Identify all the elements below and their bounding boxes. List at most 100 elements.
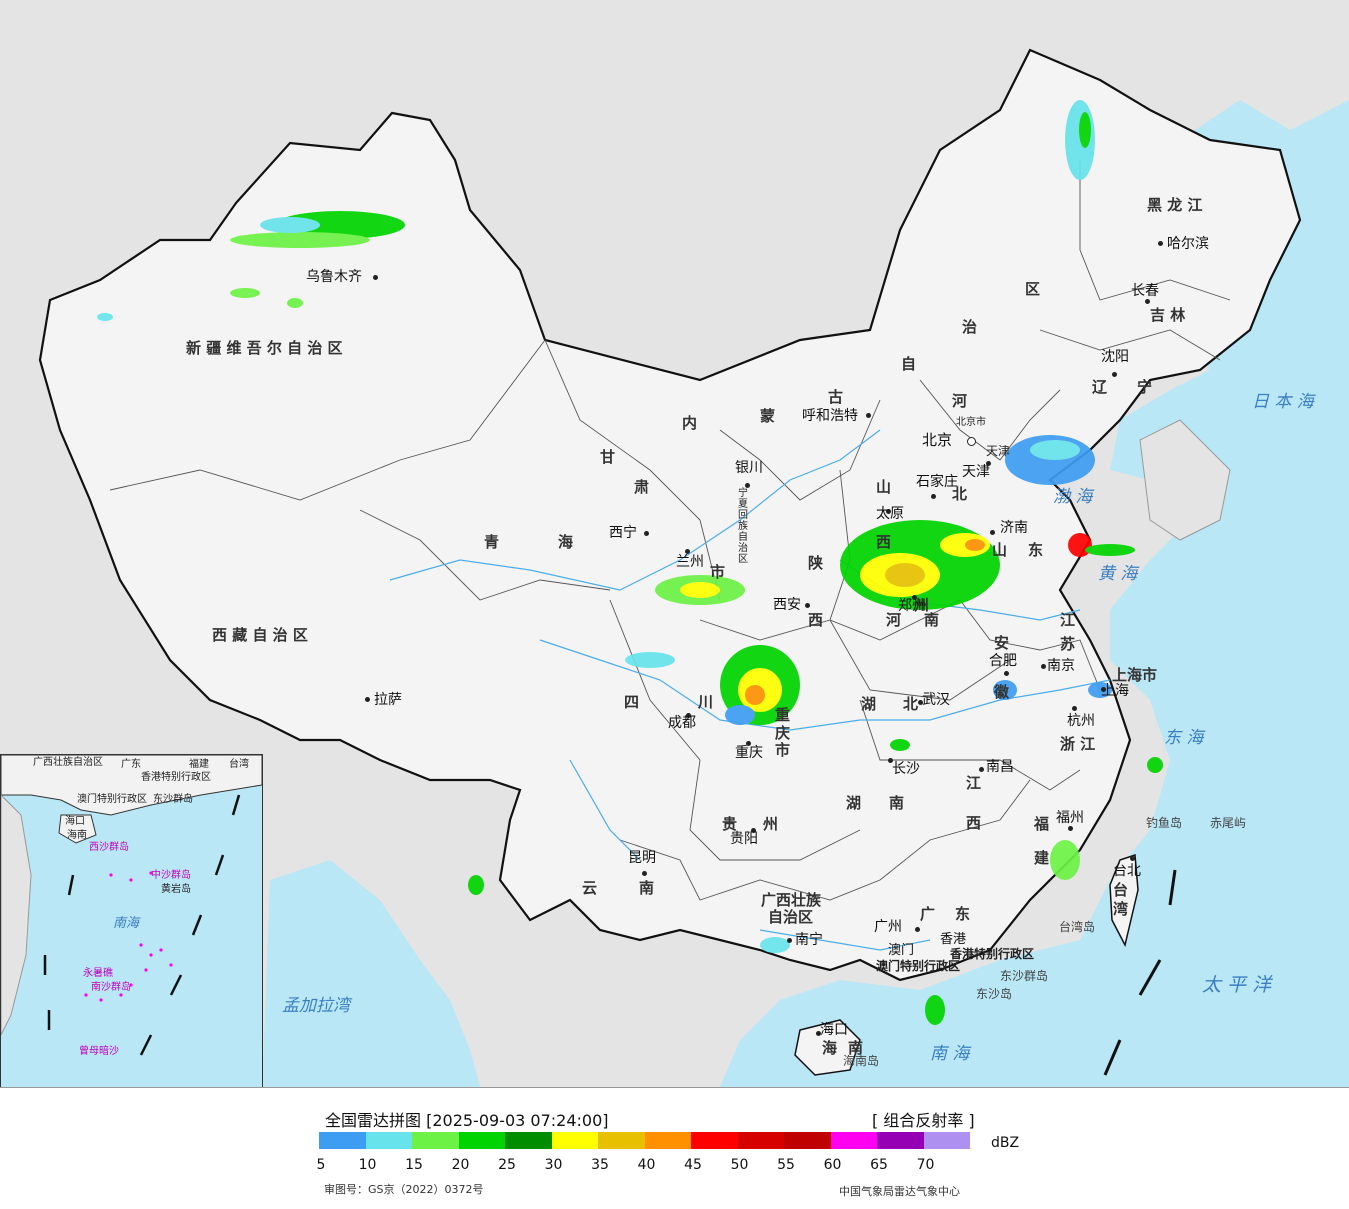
province-tianjin: 天津 [986,444,1011,458]
colorbar-tick-label: 55 [777,1157,795,1173]
city-changchun: 长春 [1131,283,1159,299]
province-guangxi-1: 广西壮族 [761,891,822,909]
city-dot [642,871,647,876]
city-dot [931,494,936,499]
city-chongqing: 重庆 [735,745,763,761]
colorbar-tick-label: 10 [358,1157,377,1173]
inset-taiwan: 台湾 [229,759,249,770]
province-hunan-2: 南 [889,794,905,812]
inset-map [1,755,262,1088]
province-shandong-1: 山 [992,541,1008,559]
colorbar-segment [551,1132,598,1149]
city-xian: 西安 [773,597,801,613]
inset-dongsha: 东沙群岛 [153,794,193,805]
approval-number: 审图号：GS京（2022）0372号 [324,1183,484,1196]
province-nmg-4: 自 [901,355,917,373]
city-dot [1101,687,1106,692]
sea-east: 东 海 [1164,728,1204,748]
province-ningxia: 宁夏回族自治区 [738,488,748,565]
city-kunming: 昆明 [628,850,656,866]
province-guangdong-1: 广 [920,905,936,923]
province-taiwan-1: 台 [1113,881,1129,899]
island-chiwei: 赤尾屿 [1210,816,1247,830]
province-hunan-1: 湖 [846,794,862,812]
city-dot [1072,706,1077,711]
colorbar-segment [505,1132,552,1149]
boundary-dashes [1103,869,1177,1076]
capital-icon [967,437,976,446]
inset-guangxi: 广西壮族自治区 [33,757,103,768]
legend-title: 全国雷达拼图 [2025-09-03 07:24:00] [325,1111,609,1130]
city-dot [816,1031,821,1036]
province-fujian-1: 福 [1034,815,1050,833]
legend-panel: 全国雷达拼图 [2025-09-03 07:24:00] [ 组合反射率 ] d… [0,1087,1349,1209]
colorbar-segment [784,1132,831,1149]
province-jilin: 吉 林 [1150,306,1186,324]
province-gansu-1: 甘 [600,448,616,466]
inset-zengmu: 曾母暗沙 [79,1046,119,1057]
province-guizhou-1: 贵 [722,815,738,833]
china-land [38,48,1302,982]
colorbar-tick-label: 5 [316,1157,326,1173]
colorbar-segment [830,1132,877,1149]
province-taiwan-2: 湾 [1113,900,1129,918]
city-hongkong: 香港 [940,932,967,947]
colorbar-tick-label: 15 [405,1157,423,1173]
city-wuhan: 武汉 [922,692,950,708]
legend-product: [ 组合反射率 ] [872,1111,975,1130]
province-henan-1: 河 [886,611,902,629]
colorbar-segment [365,1132,412,1149]
island-diaoyu: 钓鱼岛 [1146,816,1183,830]
hainan-island [794,1019,861,1076]
inset-hk: 香港特别行政区 [141,772,211,783]
colorbar-segment [923,1132,970,1149]
province-sichuan-1: 四 [624,693,640,711]
city-dot [746,741,751,746]
city-guangzhou: 广州 [874,919,902,935]
province-boundaries [109,160,1231,901]
south-china-sea-inset: 广西壮族自治区 广东 福建 台湾 香港特别行政区 澳门特别行政区 海口 海南 东… [0,754,263,1089]
city-taipei: 台北 [1113,863,1141,879]
province-chongqing-1: 重 [775,706,791,724]
province-zhejiang: 浙 江 [1060,735,1096,753]
inset-yongshu: 永暑礁 [83,968,113,979]
province-nmg-1: 内 [682,414,698,432]
province-liaoning-1: 辽 [1092,378,1108,396]
city-dot [745,483,750,488]
city-dot [990,530,995,535]
city-shenyang: 沈阳 [1101,349,1129,365]
province-hebei-2: 北 [952,485,968,503]
colorbar-segment [737,1132,784,1149]
colorbar [319,1132,970,1149]
inset-nansha: 南沙群岛 [91,982,131,993]
city-yinchuan: 银川 [735,460,763,476]
inset-haikou: 海口 [65,816,85,827]
colorbar-tick-label: 30 [544,1157,563,1173]
colorbar-segment [319,1132,366,1149]
inset-zhongsha: 中沙群岛 [151,870,191,881]
city-dot [1158,241,1163,246]
city-dot [918,700,923,705]
sea-japan: 日 本 海 [1252,392,1314,412]
city-lanzhou: 兰州 [676,554,704,570]
city-dot [1145,299,1150,304]
province-qinghai-2: 海 [558,533,574,551]
city-dot [644,531,649,536]
city-urumqi: 乌鲁木齐 [306,269,362,285]
city-dot [979,767,984,772]
city-lhasa: 拉萨 [374,692,402,708]
colorbar-segment [412,1132,459,1149]
sea-pacific: 太 平 洋 [1202,974,1272,996]
province-nmg-3: 古 [828,388,844,406]
korea-peninsula [1139,419,1231,541]
city-dot [1112,372,1117,377]
radar-map: 新 疆 维 吾 尔 自 治 区 西 藏 自 治 区 青 海 甘 肃 内 蒙 古 … [0,0,1349,1089]
city-xining: 西宁 [609,525,637,541]
colorbar-tick-label: 65 [870,1157,888,1173]
city-hefei: 合肥 [989,653,1017,669]
city-dot [751,828,756,833]
city-hangzhou: 杭州 [1067,713,1095,729]
city-dot [915,927,920,932]
province-hainan-2: 南 [848,1039,864,1057]
city-jinan: 济南 [1000,520,1028,536]
